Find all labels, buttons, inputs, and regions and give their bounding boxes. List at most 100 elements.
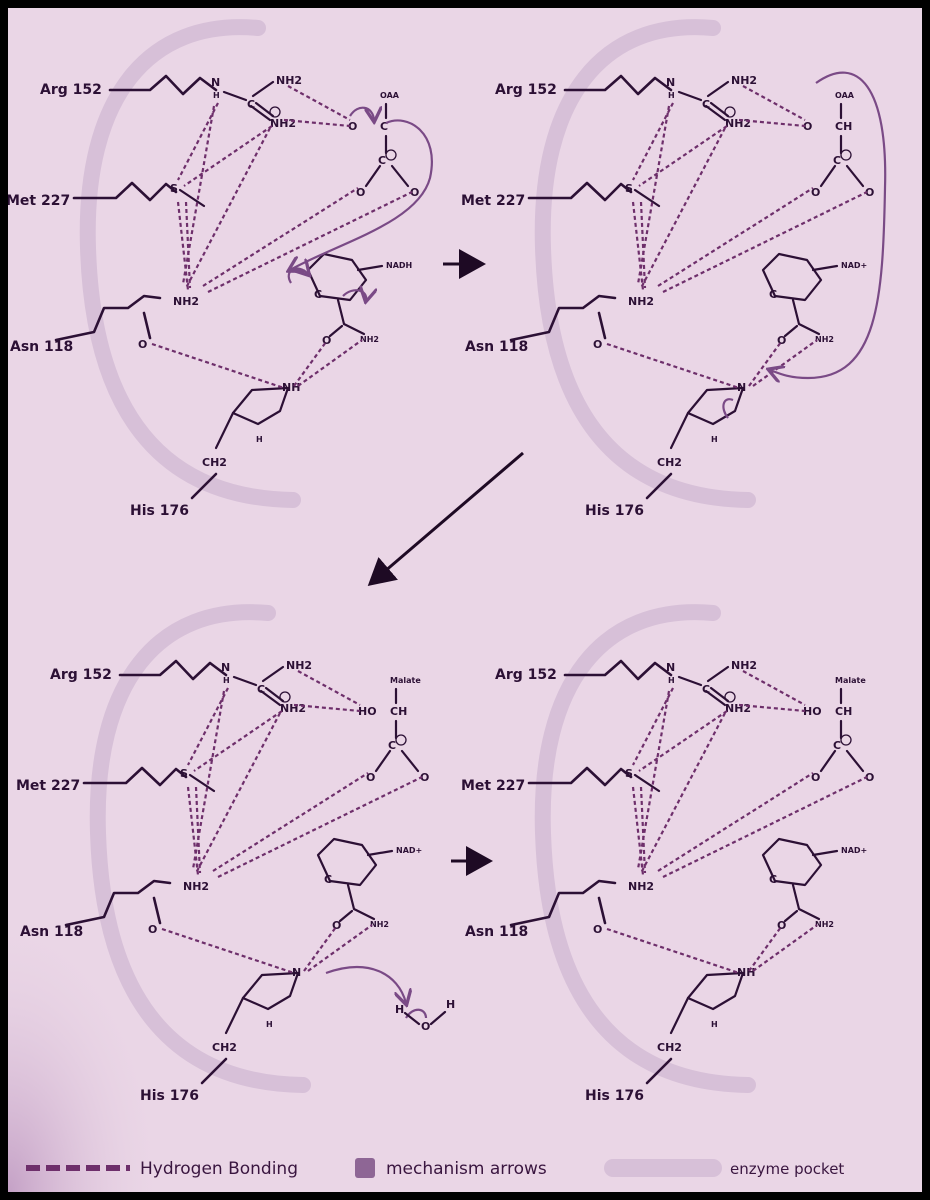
substrate-label: OAA: [835, 91, 855, 100]
his-176-label: His 176: [585, 503, 644, 519]
arg-c: C: [702, 98, 710, 111]
his-n: N: [292, 966, 301, 979]
hydrogen-bond-11: [304, 927, 336, 971]
hydrogen-bond-4: [639, 126, 727, 186]
step-arrow-2-to-3: [370, 453, 523, 584]
enzyme-pocket: [88, 27, 293, 500]
hbond-legend-label: Hydrogen Bonding: [140, 1159, 298, 1179]
hydrogen-bond-4: [194, 711, 282, 771]
arg-nh2-top: NH2: [276, 74, 302, 87]
asn-118-label: Asn 118: [10, 339, 73, 355]
his-176-label: His 176: [585, 1088, 644, 1104]
hydrogen-bond-10: [152, 344, 284, 388]
legend: Hydrogen Bonding mechanism arrows enzyme…: [26, 1158, 844, 1179]
arg-152-label: Arg 152: [495, 82, 557, 98]
his-ch2: CH2: [657, 456, 682, 469]
his-176-label: His 176: [130, 503, 189, 519]
his-n: N: [737, 381, 746, 394]
hydrogen-bond-4: [184, 126, 272, 186]
asn-o: O: [593, 923, 602, 936]
hydrogen-bond-11: [294, 342, 326, 386]
amide-nh2: NH2: [370, 920, 389, 929]
arg-nh-h: H: [668, 91, 675, 100]
asn-118-label: Asn 118: [465, 339, 528, 355]
arg-nh2-top: NH2: [731, 74, 757, 87]
his-nh-h: H: [711, 435, 718, 444]
water-h1: H: [395, 1003, 404, 1016]
arg-n: N: [221, 661, 230, 674]
arg-c: C: [257, 683, 265, 696]
carboxylate-c: C: [833, 739, 841, 752]
hydrogen-bond-9: [208, 192, 412, 292]
substrate-c: CH: [390, 705, 407, 718]
arg-152-label: Arg 152: [40, 82, 102, 98]
proton-transfer-loop-arrow: [770, 73, 885, 378]
his-ring: [688, 973, 743, 1009]
diagram-svg: Arg 152Met 227Asn 118His 176NHCNH2NH2SNH…: [8, 8, 922, 1192]
carbonyl-arrow: [350, 108, 374, 120]
carboxylate-c: C: [388, 739, 396, 752]
hydrogen-bond-10: [162, 929, 294, 973]
hydrogen-bond-9: [663, 192, 867, 292]
water-h2: H: [446, 998, 455, 1011]
mech-legend-swatch: [355, 1158, 375, 1178]
arg-nh-h: H: [223, 676, 230, 685]
his-ch2: CH2: [202, 456, 227, 469]
asn-nh2: NH2: [628, 880, 654, 893]
substrate-label: Malate: [835, 676, 866, 685]
arg-c: C: [247, 98, 255, 111]
his-n: NH: [282, 381, 300, 394]
met-s: S: [625, 767, 633, 780]
asn-o: O: [148, 923, 157, 936]
arg-n: N: [666, 76, 675, 89]
substrate-top: HO: [803, 705, 822, 718]
cofactor-label: NADH: [386, 261, 412, 270]
arg-152-label: Arg 152: [50, 667, 112, 683]
cofactor-label: NAD+: [396, 846, 422, 855]
substrate-top: HO: [358, 705, 377, 718]
cofactor-label: NAD+: [841, 846, 867, 855]
hydrogen-bond-0: [743, 86, 805, 120]
hydrogen-bond-7: [633, 787, 643, 875]
ring-c: C: [314, 288, 322, 301]
hydrogen-bond-8: [213, 773, 368, 871]
enzyme-pocket: [543, 612, 748, 1085]
hydrogen-bond-8: [658, 773, 813, 871]
panel-step-1: Arg 152 Met 227 Asn 118 His 176 NH C NH2 NH2 S NH…: [8, 27, 419, 519]
arg-nh2-top: NH2: [731, 659, 757, 672]
hydrogen-bond-0: [288, 86, 350, 120]
carboxylate-c: C: [378, 154, 386, 167]
his-nh-h: H: [266, 1020, 273, 1029]
hydrogen-bond-7: [633, 202, 643, 290]
amide-nh2: NH2: [360, 335, 379, 344]
met-227-label: Met 227: [16, 778, 80, 794]
panel-step-2: Arg 152Met 227Asn 118His 176NHCNH2NH2SNH…: [461, 27, 874, 519]
his-nh-h: H: [256, 435, 263, 444]
asn-nh2: NH2: [183, 880, 209, 893]
hydrogen-bond-11: [749, 927, 781, 971]
amide-nh2: NH2: [815, 335, 834, 344]
met-s: S: [180, 767, 188, 780]
substrate-c: CH: [835, 120, 852, 133]
asn-nh2: NH2: [173, 295, 199, 308]
met-227-label: Met 227: [461, 778, 525, 794]
his-ch2: CH2: [212, 1041, 237, 1054]
hydrogen-bond-9: [663, 777, 867, 877]
substrate-c: CH: [835, 705, 852, 718]
asn-nh2: NH2: [628, 295, 654, 308]
mechanism-diagram: Arg 152 Met 227 Asn 118 His 176 N H C NH2 NH2 S NH…: [8, 8, 922, 1192]
hydrogen-bond-5: [196, 713, 280, 873]
substrate-label: OAA: [380, 91, 400, 100]
met-227-label: Met 227: [8, 193, 70, 209]
carboxylate-c: C: [833, 154, 841, 167]
hydrogen-bond-7: [188, 787, 198, 875]
corner-shading: [8, 908, 168, 1192]
arg-nh-h: H: [213, 91, 220, 100]
hydrogen-bond-9: [218, 777, 422, 877]
cofactor-label: NAD+: [841, 261, 867, 270]
hydrogen-bond-5: [641, 128, 725, 288]
met-227-label: Met 227: [461, 193, 525, 209]
hydrogen-bond-0: [298, 671, 360, 705]
met-s: S: [170, 182, 178, 195]
arg-nh2-plus: NH2: [725, 117, 751, 130]
